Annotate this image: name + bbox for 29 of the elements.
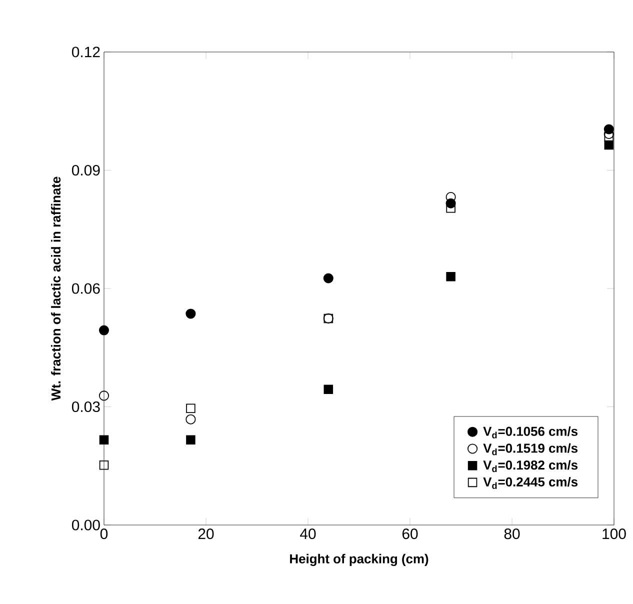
point <box>99 460 109 470</box>
point <box>446 272 456 282</box>
point <box>186 435 196 444</box>
x-tick-label: 100 <box>602 528 626 540</box>
y-tick-label: 0.00 <box>72 520 100 530</box>
x-tick-label: 60 <box>402 528 418 540</box>
point <box>98 325 110 336</box>
point <box>186 414 196 424</box>
legend-label: V$_{d}$=0.1519 cm/s <box>483 443 578 456</box>
point <box>98 390 110 401</box>
x-tick-label: 20 <box>198 528 214 540</box>
point <box>186 404 196 413</box>
point <box>99 435 109 444</box>
y-tick-label: 0.06 <box>72 283 100 294</box>
x-tick-label: 0 <box>100 528 108 540</box>
x-tick-label: 40 <box>300 528 316 540</box>
point <box>446 203 456 213</box>
y-tick-label: 0.09 <box>72 164 100 176</box>
point <box>186 308 196 319</box>
point <box>323 273 334 284</box>
x-axis-title: Height of packing (cm) <box>290 554 428 566</box>
legend-label: V$_{d}$=0.2445 cm/s <box>483 476 578 489</box>
point <box>324 384 334 394</box>
x-tick-label: 80 <box>504 528 520 540</box>
y-tick-label: 0.03 <box>72 401 100 412</box>
legend-label: V$_{d}$=0.1982 cm/s <box>483 460 578 472</box>
y-axis-title: Wt. fraction of lactic acid in raffinate <box>51 176 61 401</box>
y-tick-label: 0.12 <box>72 46 100 58</box>
legend-label: V$_{d}$=0.1056 cm/s <box>483 426 578 438</box>
